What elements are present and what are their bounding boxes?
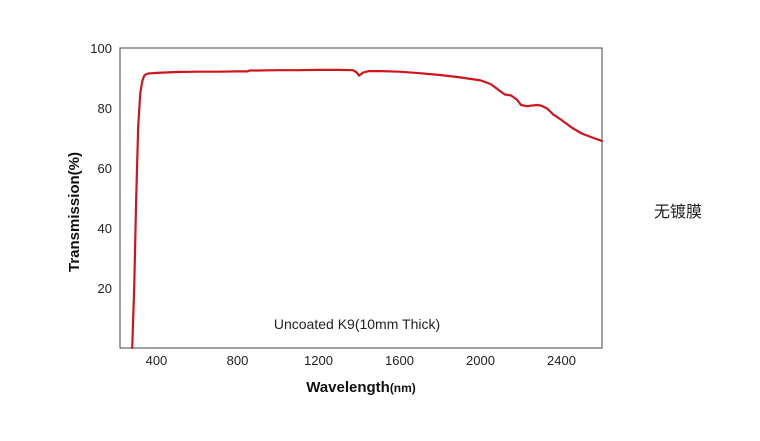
uncoated-label: 无镀膜 — [654, 202, 703, 221]
x-axis-title-main: Wavelength — [306, 379, 390, 396]
x-axis-title-unit: (nm) — [390, 381, 416, 395]
x-tick-label: 400 — [146, 353, 168, 368]
x-axis-title: Wavelength(nm) — [306, 379, 416, 396]
y-tick-label: 100 — [90, 41, 112, 56]
x-tick-labels: 400 800 1200 1600 2000 2400 — [146, 353, 576, 368]
x-tick-label: 2400 — [547, 353, 576, 368]
x-tick-label: 1200 — [304, 353, 333, 368]
y-tick-label: 20 — [98, 281, 112, 296]
plot-frame — [119, 47, 603, 349]
x-tick-label: 800 — [227, 353, 249, 368]
y-tick-label: 40 — [98, 221, 112, 236]
y-tick-label: 60 — [98, 161, 112, 176]
y-axis-title: Transmission(%) — [66, 152, 83, 272]
x-tick-label: 2000 — [466, 353, 495, 368]
x-tick-label: 1600 — [385, 353, 414, 368]
transmission-curve — [131, 68, 604, 350]
annotation-text: Uncoated K9(10mm Thick) — [274, 316, 440, 332]
y-tick-label: 80 — [98, 101, 112, 116]
y-tick-labels: 20 40 60 80 100 — [90, 41, 112, 296]
